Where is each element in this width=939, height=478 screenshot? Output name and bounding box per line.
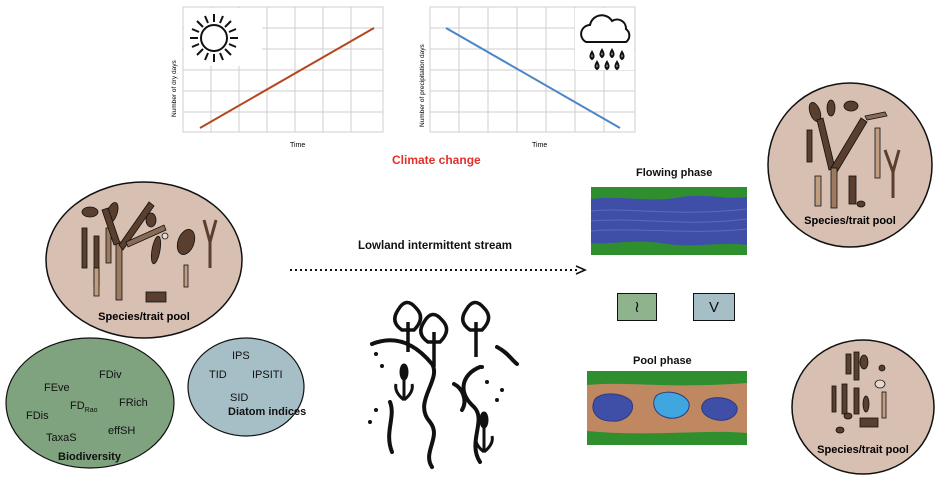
flowing-phase-label: Flowing phase [636,167,713,179]
stream-bank-right [461,365,482,464]
species-pool-right-bottom-label: Species/trait pool [817,444,909,456]
diatom-indices-title: Diatom indices [228,406,307,418]
dry-days-grid [182,6,384,133]
species-pool-left-label: Species/trait pool [98,311,190,323]
metric-fd: FD [70,400,85,412]
climate-change-label: Climate change [392,153,481,167]
precipitation-days-chart: Number of precipitation days Time [419,6,636,149]
diatom-indices-circle [187,337,305,437]
pool-phase-stream [587,371,747,445]
metric-rao-subscript: Rao [84,407,98,415]
dry-days-trend-line [199,27,375,129]
metric-fdiv: FDiv [99,369,122,381]
index-ips: IPS [232,350,250,362]
tree-icons [393,300,491,367]
metric-effsh: effSH [108,425,136,437]
metric-fdrao: FDRao [70,400,98,414]
species-pool-right-top-label: Species/trait pool [804,215,896,227]
species-pool-right-top: Species/trait pool [767,82,933,248]
dry-days-ylabel: Number of dry days [171,60,178,117]
flowing-phase-stream [591,187,747,255]
rain-cloud-icon [580,14,631,71]
pool-2 [653,391,690,419]
dry-days-xlabel: Time [290,142,305,149]
comparison-box-v: V [693,293,735,321]
index-ipsiti: IPSITI [252,369,283,381]
pool-3 [701,397,738,421]
precipitation-days-ylabel: Number of precipitation days [419,44,426,127]
v-symbol: V [708,298,719,316]
metric-frich: FRich [119,397,148,409]
stream-label: Lowland intermittent stream [358,240,512,252]
pool-phase-label: Pool phase [633,355,692,367]
stream-bank-left [370,338,436,469]
species-pool-right-bottom: Species/trait pool [791,339,935,475]
dry-days-chart: Number of dry days Time [171,6,384,149]
wavy-symbol: ≀ [634,299,640,316]
precipitation-days-trend-line [445,27,621,129]
biodiversity-circle [5,337,175,469]
sun-icon [190,14,238,62]
index-sid: SID [230,392,249,404]
pool-1 [592,393,633,422]
biodiversity-title: Biodiversity [58,451,121,463]
diatom-cluster-left [81,201,218,303]
reed-icons [394,363,494,454]
metric-taxas: TaxaS [46,432,77,444]
dotted-arrow [290,265,587,275]
stream-illustration [368,300,519,469]
species-pool-left: Species/trait pool [45,181,243,339]
precipitation-days-xlabel: Time [532,142,547,149]
metric-fdis: FDis [26,410,49,422]
comparison-box-wavy: ≀ [617,293,657,321]
index-tid: TID [209,369,227,381]
metric-feve: FEve [44,382,70,394]
